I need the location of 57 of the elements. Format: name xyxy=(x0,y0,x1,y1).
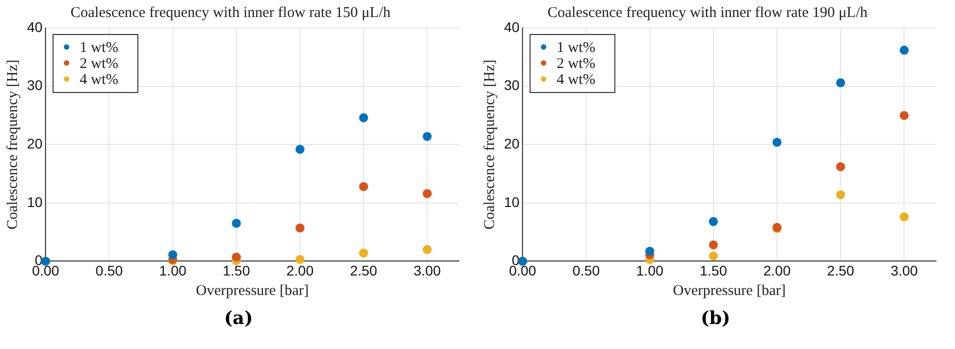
point xyxy=(295,254,304,264)
x-tick-label: 3.00 xyxy=(890,262,918,278)
point xyxy=(900,212,909,222)
x-tick-label: 1.50 xyxy=(700,262,728,278)
x-tick-label: 2.50 xyxy=(826,262,854,278)
y-tick-label: 40 xyxy=(504,18,520,35)
point xyxy=(836,190,846,200)
point xyxy=(359,248,368,258)
point xyxy=(422,132,432,141)
point xyxy=(295,223,304,232)
y-tick-label: 10 xyxy=(26,194,43,210)
point xyxy=(359,113,368,122)
x-tick-label: 2.50 xyxy=(350,262,378,278)
point xyxy=(232,252,241,262)
point xyxy=(359,182,368,192)
x-tick-label: 2.00 xyxy=(763,262,791,278)
legend-label: 2 wt% xyxy=(556,56,596,72)
y-axis-title: Coalescence frequency [Hz] xyxy=(482,60,498,230)
point xyxy=(645,246,654,256)
text: (b) xyxy=(700,308,732,329)
y-tick-label: 30 xyxy=(26,77,43,94)
y-tick-label: 20 xyxy=(504,135,520,152)
point xyxy=(836,162,846,172)
point xyxy=(232,218,241,228)
point xyxy=(295,144,304,154)
x-tick-label: 1.50 xyxy=(222,262,250,278)
y-tick-label: 30 xyxy=(504,77,520,94)
x-tick-label: 0.50 xyxy=(96,262,124,278)
point xyxy=(708,240,718,250)
point xyxy=(708,217,718,226)
x-tick-label: 0.50 xyxy=(572,262,600,278)
y-tick-label: 10 xyxy=(504,194,520,210)
point xyxy=(836,78,846,88)
y-axis-title: Coalescence frequency [Hz] xyxy=(4,60,21,230)
y-tick-label: 40 xyxy=(26,18,43,35)
point xyxy=(422,189,432,198)
point xyxy=(168,250,178,260)
legend-label: 1 wt% xyxy=(556,40,596,56)
legend-label: 1 wt% xyxy=(80,40,118,56)
point xyxy=(422,245,432,254)
x-axis-title: Overpressure [bar] xyxy=(672,282,786,299)
x-tick-label: 2.00 xyxy=(286,262,314,278)
x-axis-title: Overpressure [bar] xyxy=(196,282,309,299)
point xyxy=(772,138,782,147)
legend-label: 2 wt% xyxy=(80,56,118,72)
point xyxy=(900,110,909,120)
text: (a) xyxy=(223,308,254,329)
x-tick-label: 1.00 xyxy=(636,262,664,278)
legend-label: 4 wt% xyxy=(80,72,118,88)
legend-label: 4 wt% xyxy=(556,72,596,88)
chart-title: Coalescence frequency with inner flow rate 190 μL/h xyxy=(547,4,868,21)
x-tick-label: 1.00 xyxy=(159,262,187,278)
x-tick-label: 3.00 xyxy=(414,262,442,278)
point xyxy=(708,251,718,260)
point xyxy=(900,46,909,55)
y-tick-label: 20 xyxy=(26,135,43,152)
chart-title: Coalescence frequency with inner flow rate 150 μL/h xyxy=(70,4,391,21)
